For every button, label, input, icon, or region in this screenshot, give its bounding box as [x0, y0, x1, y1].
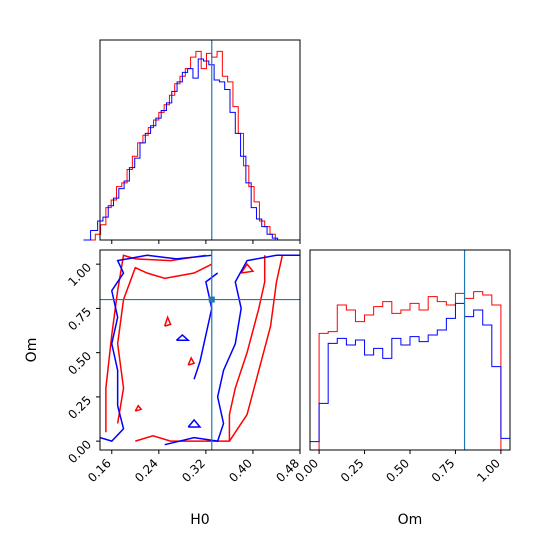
om-histogram-series: [310, 292, 510, 450]
contour-ytick-label-4: 1.00: [65, 260, 94, 289]
x-axis-label-h0: H0: [190, 512, 209, 528]
contour-red-5: [188, 358, 194, 365]
hist_om-xtick-label-1: 0.25: [338, 456, 367, 485]
h0-om-contours: [100, 255, 300, 444]
hist_om-xtick-label-0: 0.00: [292, 456, 321, 485]
truth-marker: [209, 297, 215, 303]
contour-ytick-label-0: 0.00: [65, 437, 94, 466]
contour-blue-0: [100, 255, 212, 441]
om-histogram-frame: [310, 250, 510, 450]
contour-ytick-label-3: 0.75: [65, 305, 94, 334]
contour-red-6: [135, 406, 141, 411]
hist_h0-series-blue: [84, 59, 289, 240]
hist_om-xtick-label-4: 1.00: [474, 456, 503, 485]
h0-histogram-panel: [84, 40, 300, 244]
contour-blue-4: [188, 420, 200, 427]
contour-xtick-label-1: 0.24: [132, 456, 161, 485]
contour-red-0: [135, 255, 264, 441]
y-axis-label-om: Om: [24, 338, 40, 363]
contour-blue-2: [194, 273, 218, 379]
hist_h0-series-red: [84, 51, 286, 240]
h0-histogram-series: [84, 51, 289, 240]
contour-ytick-label-2: 0.50: [65, 349, 94, 378]
contour-blue-1: [165, 255, 300, 444]
contour-red-3: [118, 264, 212, 423]
hist_om-xtick-label-2: 0.50: [383, 456, 412, 485]
x-axis-label-om: Om: [398, 512, 423, 528]
contour-blue-3: [176, 335, 188, 340]
contour-xtick-label-3: 0.40: [226, 456, 255, 485]
h0-histogram-ticks: [112, 240, 300, 244]
hist_om-series-blue: [310, 303, 510, 450]
om-histogram-ticks: 0.00 0.25 0.50 0.75 1.00: [292, 450, 503, 485]
contour-red-4: [165, 317, 171, 326]
h0-histogram-frame: [100, 40, 300, 240]
contour-xtick-label-2: 0.32: [179, 456, 208, 485]
contour-xtick-label-0: 0.16: [85, 456, 114, 485]
h0-om-contour-ticks: 0.16 0.24 0.32 0.40 0.480.000.250.500.751.00: [65, 260, 302, 485]
h0-om-contour-panel: 0.16 0.24 0.32 0.40 0.480.000.250.500.751.00: [65, 250, 302, 485]
om-histogram-panel: 0.00 0.25 0.50 0.75 1.00: [292, 250, 510, 485]
hist_om-xtick-label-3: 0.75: [429, 456, 458, 485]
contour-ytick-label-1: 0.25: [65, 393, 94, 422]
contour-red-1: [229, 255, 282, 441]
